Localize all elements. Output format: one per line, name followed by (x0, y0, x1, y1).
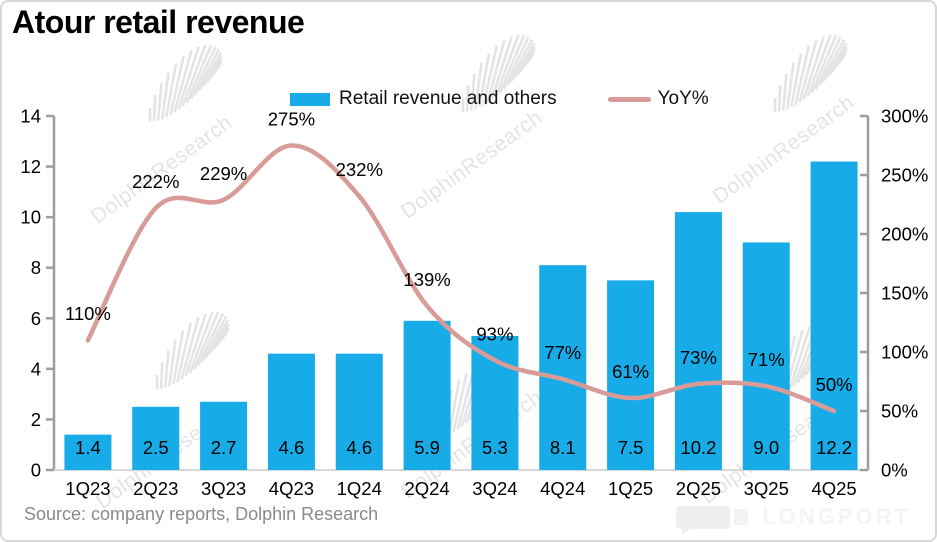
legend-item-yoy: YoY% (607, 88, 709, 110)
yoy-value-label: 61% (612, 361, 649, 382)
right-axis-tick-label: 0% (881, 460, 908, 481)
bar-value-label: 1.4 (75, 437, 101, 458)
yoy-value-label: 275% (268, 109, 315, 130)
x-axis-category-label: 4Q24 (540, 478, 585, 499)
yoy-value-label: 110% (65, 303, 111, 324)
x-axis-category-label: 3Q25 (744, 478, 789, 499)
chart-title: Atour retail revenue (12, 4, 305, 40)
bar-value-label: 5.9 (414, 437, 440, 458)
right-axis-tick-label: 200% (881, 224, 928, 245)
right-axis-tick-label: 250% (881, 165, 928, 186)
x-axis-category-label: 3Q24 (472, 478, 517, 499)
yoy-value-label: 93% (476, 323, 513, 344)
bar-1Q25 (607, 280, 655, 470)
bar-value-label: 2.5 (143, 437, 169, 458)
yoy-value-label: 77% (544, 342, 581, 363)
bar-2Q24 (403, 320, 451, 470)
bar-series-swatch (290, 92, 330, 106)
left-axis-tick-label: 4 (31, 358, 41, 379)
x-axis-category-label: 2Q24 (404, 478, 449, 499)
source-note: Source: company reports, Dolphin Researc… (24, 504, 379, 524)
yoy-value-label: 73% (680, 347, 717, 368)
x-axis-category-label: 1Q23 (65, 478, 110, 499)
bar-3Q23 (200, 401, 248, 470)
bar-2Q23 (132, 406, 180, 470)
logo-square-icon (734, 509, 749, 525)
legend-line-label: YoY% (657, 88, 709, 109)
x-axis-category-label: 1Q24 (337, 478, 382, 499)
x-axis-category-label: 4Q25 (811, 478, 856, 499)
left-axis-tick-label: 8 (31, 257, 41, 278)
bar-value-label: 5.3 (482, 437, 508, 458)
right-axis-tick-label: 150% (881, 283, 928, 304)
x-axis-category-label: 2Q23 (133, 478, 178, 499)
yoy-value-label: 232% (336, 159, 383, 180)
bar-value-label: 7.5 (618, 437, 644, 458)
yoy-value-label: 50% (816, 374, 853, 395)
bar-1Q24 (335, 353, 383, 470)
bar-value-label: 12.2 (816, 437, 852, 458)
bar-value-label: 4.6 (279, 437, 305, 458)
bar-4Q24 (539, 265, 587, 470)
bar-value-label: 4.6 (346, 437, 372, 458)
legend-bar-label: Retail revenue and others (339, 88, 557, 109)
x-axis-category-label: 4Q23 (269, 478, 314, 499)
longport-logo: LONGPORT (676, 504, 911, 535)
left-axis-tick-label: 2 (31, 409, 41, 430)
left-axis-tick-label: 0 (31, 460, 41, 481)
x-axis-category-label: 2Q25 (676, 478, 721, 499)
yoy-line (85, 143, 837, 414)
left-axis-tick-label: 10 (20, 207, 41, 228)
left-axis-tick-label: 12 (20, 156, 41, 177)
right-axis-tick-label: 50% (881, 401, 918, 422)
x-axis-category-label: 1Q25 (608, 478, 653, 499)
brand-name: LONGPORT (762, 504, 911, 529)
speech-bubble-icon (676, 505, 731, 535)
yoy-value-label: 229% (200, 163, 247, 184)
legend-item-retail-revenue: Retail revenue and others (290, 88, 557, 110)
bar-value-label: 8.1 (550, 437, 576, 458)
bar-4Q23 (267, 353, 315, 470)
right-axis-tick-label: 300% (881, 106, 928, 127)
bar-4Q25 (810, 161, 858, 470)
yoy-value-label: 139% (403, 269, 450, 290)
bar-value-label: 10.2 (680, 437, 716, 458)
bar-2Q25 (674, 212, 722, 471)
yoy-value-label: 222% (132, 171, 179, 192)
bar-value-label: 9.0 (753, 437, 779, 458)
yoy-value-label: 71% (748, 349, 785, 370)
x-axis-category-label: 3Q23 (201, 478, 246, 499)
left-axis-tick-label: 14 (20, 106, 41, 127)
line-series-swatch (607, 96, 651, 102)
bar-value-label: 2.7 (211, 437, 237, 458)
bar-1Q23 (64, 434, 112, 470)
chart-legend: Retail revenue and others YoY% (290, 88, 709, 110)
left-axis-tick-label: 6 (31, 308, 41, 329)
right-axis-tick-label: 100% (881, 342, 928, 363)
